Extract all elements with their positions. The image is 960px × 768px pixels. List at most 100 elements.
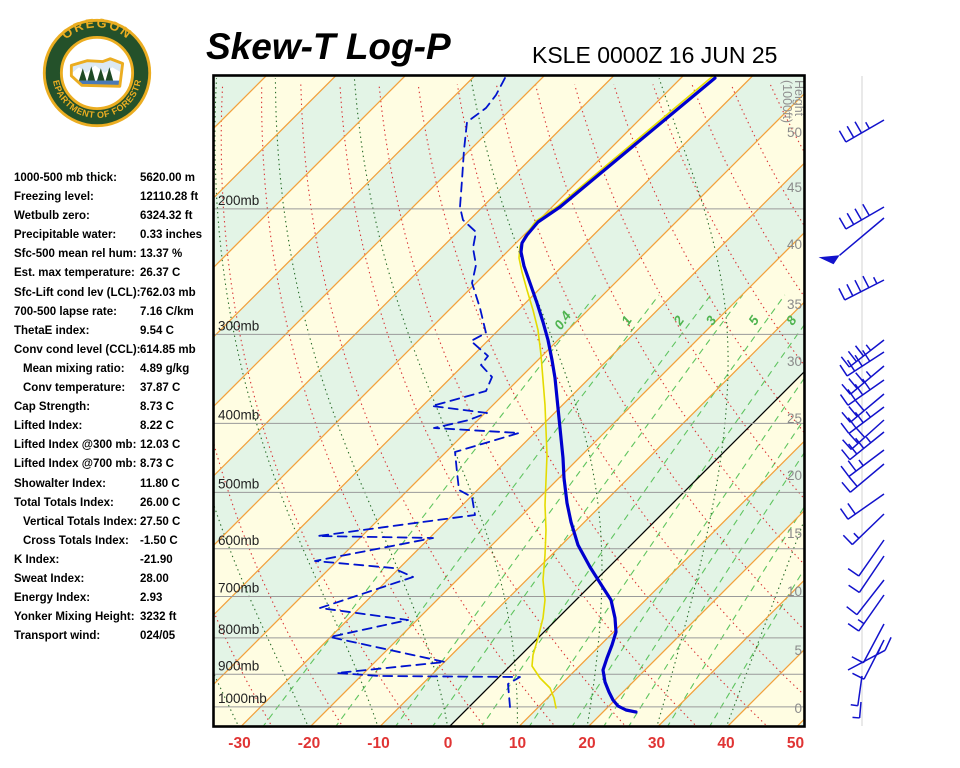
stat-label: Sfc-Lift cond lev (LCL):	[14, 286, 141, 299]
stat-value: 26.00 C	[140, 496, 181, 509]
svg-text:0: 0	[794, 701, 802, 716]
stat-value: -1.50 C	[140, 534, 178, 547]
wind-barb	[838, 119, 885, 143]
stat-row: Est. max temperature: 26.37 C	[14, 264, 219, 283]
svg-text:45: 45	[787, 180, 802, 195]
stat-value: 8.73 C	[140, 458, 174, 471]
skewt-chart: 200mb 300mb 400mb 500mb 600mb 700mb 800mb 900mb…	[212, 74, 806, 752]
stat-row: Sfc-Lift cond lev (LCL):762.03 mb	[14, 284, 219, 303]
stat-value: 9.54 C	[140, 324, 174, 337]
svg-text:-20: -20	[298, 735, 320, 752]
mixing-ratio-lines	[262, 294, 805, 727]
svg-text:10: 10	[509, 735, 526, 752]
svg-text:600mb: 600mb	[218, 533, 259, 548]
stat-label: Total Totals Index:	[14, 496, 114, 509]
wind-barb	[850, 675, 863, 707]
stat-row: Conv temperature: 37.87 C	[14, 379, 219, 398]
wind-barb	[839, 493, 885, 520]
wind-barb-column	[818, 76, 892, 726]
stat-label: Conv temperature:	[23, 382, 126, 395]
stat-label: K Index:	[14, 553, 60, 566]
stat-value: 13.37 %	[140, 248, 183, 261]
stat-label: Lifted Index @700 mb:	[14, 458, 137, 471]
stat-row: Yonker Mixing Height: 3232 ft	[14, 608, 219, 627]
wind-barb	[818, 217, 885, 265]
svg-text:300mb: 300mb	[218, 318, 259, 333]
svg-text:200mb: 200mb	[218, 193, 259, 208]
stat-label: Transport wind:	[14, 630, 101, 643]
stat-label: 1000-500 mb thick:	[14, 172, 117, 184]
stat-label: Wetbulb zero:	[14, 210, 90, 223]
stat-row: Sweat Index: 28.00	[14, 570, 219, 589]
wind-barb	[839, 378, 885, 406]
svg-text:40: 40	[717, 735, 734, 752]
wind-barb	[841, 463, 885, 493]
stat-value: 8.73 C	[140, 401, 174, 414]
svg-text:0: 0	[444, 735, 453, 752]
stat-row: Energy Index: 2.93	[14, 589, 219, 608]
svg-text:900mb: 900mb	[218, 658, 259, 673]
stat-value: 27.50 C	[140, 515, 181, 528]
wind-barb	[852, 701, 862, 719]
stat-value: 5620.00 m	[140, 172, 195, 184]
stat-label: Conv cond level (CCL):	[14, 343, 141, 356]
stat-label: Sweat Index:	[14, 572, 85, 585]
stat-label: 700-500 lapse rate:	[14, 305, 117, 318]
svg-text:-30: -30	[228, 735, 250, 752]
svg-text:35: 35	[787, 297, 802, 312]
svg-text:1000mb: 1000mb	[218, 691, 267, 706]
stat-value: 614.85 mb	[140, 343, 196, 356]
pressure-labels: 200mb 300mb 400mb 500mb 600mb 700mb 800mb 900mb…	[218, 193, 267, 706]
stat-row: Transport wind: 024/05	[14, 627, 219, 646]
stat-row: Vertical Totals Index: 27.50 C	[14, 513, 219, 532]
stat-value: 4.89 g/kg	[140, 362, 190, 375]
stat-label: Freezing level:	[14, 191, 94, 204]
stat-row: Sfc-500 mean rel hum: 13.37 %	[14, 245, 219, 264]
stats-panel: 1000-500 mb thick: 5620.00 m Freezing leve…	[14, 169, 219, 646]
wind-barb	[851, 623, 885, 664]
height-axis-units: (1000ft)	[780, 80, 794, 123]
stat-value: 11.80 C	[140, 477, 180, 490]
wind-barb	[840, 449, 885, 478]
stat-label: Sfc-500 mean rel hum:	[14, 248, 137, 261]
stat-row: Precipitable water: 0.33 inches	[14, 226, 219, 245]
wind-barb	[848, 555, 885, 594]
stat-value: 12.03 C	[140, 439, 181, 452]
dewpoint-trace	[314, 77, 521, 708]
stat-value: 024/05	[140, 630, 176, 643]
stat-row: 1000-500 mb thick: 5620.00 m	[14, 169, 219, 188]
stat-value: 2.93	[140, 592, 163, 605]
stat-value: 8.22 C	[140, 420, 174, 433]
svg-text:20: 20	[787, 468, 802, 483]
temperature-bands	[213, 75, 805, 727]
svg-text:25: 25	[787, 411, 802, 426]
stat-label: Mean mixing ratio:	[23, 362, 125, 375]
stat-row: Cross Totals Index: -1.50 C	[14, 532, 219, 551]
stat-row: Showalter Index: 11.80 C	[14, 475, 219, 494]
stat-row: Wetbulb zero: 6324.32 ft	[14, 207, 219, 226]
stat-value: 762.03 mb	[140, 286, 196, 299]
wind-barb	[838, 275, 885, 301]
wind-barb	[841, 393, 885, 423]
wind-barb	[842, 419, 885, 450]
stat-label: Vertical Totals Index:	[23, 515, 138, 528]
wet-bulb-trace	[518, 75, 714, 709]
stat-label: Energy Index:	[14, 592, 91, 605]
stat-row: Lifted Index @700 mb: 8.73 C	[14, 455, 219, 474]
stat-value: 12110.28 ft	[140, 191, 199, 204]
svg-text:-10: -10	[367, 735, 389, 752]
stat-row: ThetaE index: 9.54 C	[14, 322, 219, 341]
stat-label: Est. max temperature:	[14, 267, 135, 280]
stat-label: Yonker Mixing Height:	[14, 611, 135, 624]
stat-label: Cross Totals Index:	[23, 534, 129, 547]
stat-row: Total Totals Index: 26.00 C	[14, 494, 219, 513]
stat-row: Freezing level: 12110.28 ft	[14, 188, 219, 207]
wind-barb	[842, 513, 885, 546]
stat-label: Lifted Index:	[14, 420, 83, 433]
wind-barb	[839, 349, 885, 377]
oregon-state-emblem	[69, 57, 125, 88]
svg-text:50: 50	[787, 735, 804, 752]
stat-label: ThetaE index:	[14, 324, 90, 337]
stat-value: -21.90	[140, 553, 173, 566]
